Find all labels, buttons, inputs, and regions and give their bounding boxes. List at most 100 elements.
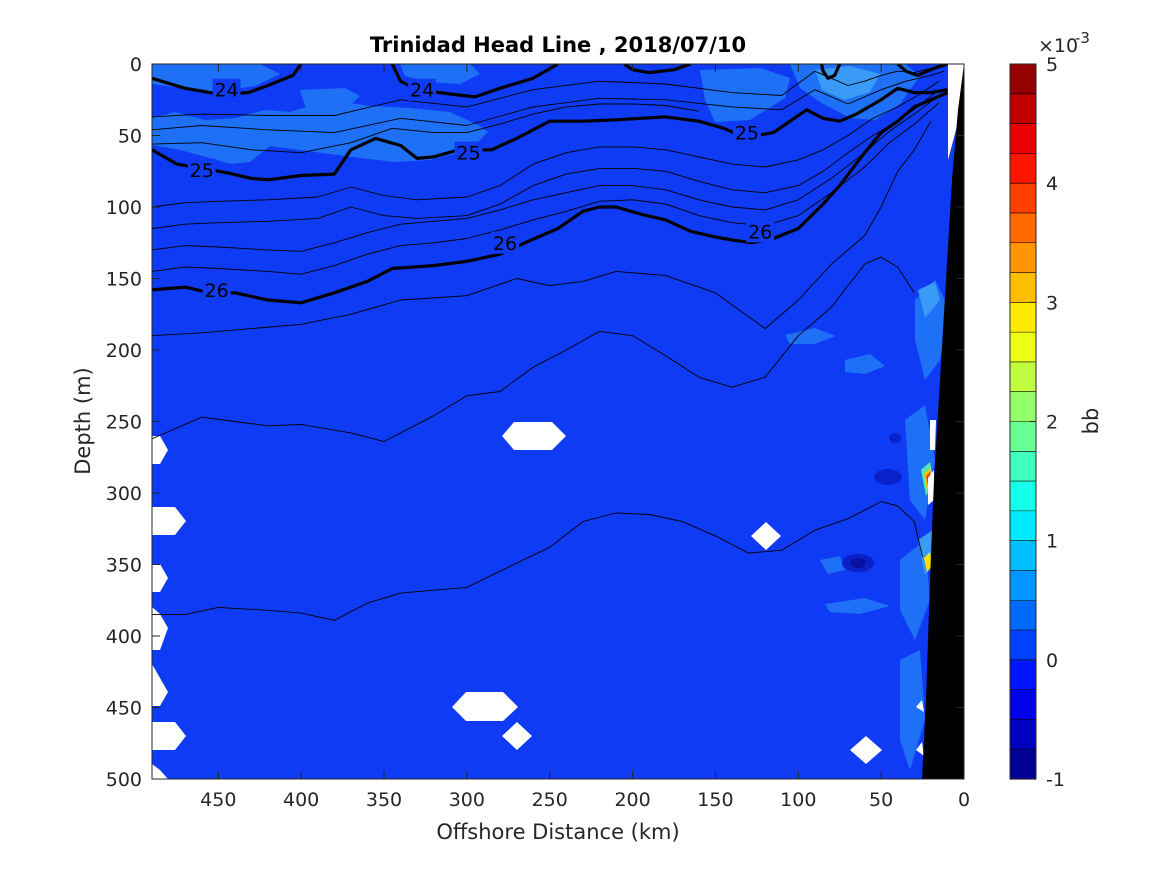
x-tick-label: 50	[869, 789, 893, 811]
colorbar-swatch	[1010, 540, 1036, 572]
gap-edge-7	[152, 764, 168, 779]
contour-label-bg	[746, 220, 775, 243]
colorbar-swatch	[1010, 153, 1036, 184]
surface-patch-core	[815, 66, 880, 100]
contour-label-bg	[408, 78, 437, 101]
colorbar-swatch	[1010, 689, 1036, 721]
isopycnal-contour	[152, 80, 940, 208]
colorbar-swatch	[1010, 332, 1036, 363]
y-axis: 0 50 100 150 200 250 300 350 400 450 500	[106, 54, 964, 791]
x-tick-label: 0	[958, 789, 970, 811]
colorbar-exponent: ×10 -3	[1038, 29, 1090, 57]
colorbar-tick-label: 0	[1046, 650, 1058, 672]
gap-mid-5	[850, 736, 882, 764]
gap-edge-4	[152, 607, 168, 650]
y-tick-label: 250	[106, 412, 142, 434]
y-tick-label: 350	[106, 555, 142, 577]
contour-label: 24	[410, 80, 434, 102]
colorbar-swatch	[1010, 242, 1036, 274]
contour-label: 26	[205, 280, 229, 302]
x-axis-label: Offshore Distance (km)	[436, 820, 679, 844]
surface-patch-east	[700, 68, 790, 122]
offshore-patch-1	[785, 328, 835, 344]
colorbar-swatch	[1010, 421, 1036, 452]
y-tick-label: 100	[106, 197, 142, 219]
isopycnal-contour	[152, 64, 945, 118]
surface-patch-mid	[300, 88, 360, 114]
x-tick-label: 100	[780, 789, 816, 811]
x-axis: 450 400 350 300 250 200 150 100 50 0	[200, 64, 970, 811]
colorbar-tick-label: 2	[1046, 412, 1058, 434]
colorbar-swatch	[1010, 481, 1036, 512]
colorbar-label: bb	[1079, 408, 1103, 435]
isopycnal-24-contour	[819, 64, 842, 80]
colorbar-swatch	[1010, 391, 1036, 423]
colorbar-swatch	[1010, 302, 1036, 333]
dark-pocket-4	[889, 433, 901, 443]
isopycnal-contour	[152, 256, 915, 442]
isopycnal-26-contour	[152, 91, 949, 305]
gap-edge-5	[152, 664, 168, 706]
isopycnal-contour	[152, 102, 940, 275]
x-tick-label: 150	[697, 789, 733, 811]
gap-edge-3	[152, 564, 168, 592]
x-tick-label: 250	[532, 789, 568, 811]
colorbar-swatch	[1010, 570, 1036, 601]
chart-title: Trinidad Head Line , 2018/07/10	[370, 33, 746, 57]
dark-pocket-3	[850, 558, 866, 568]
gap-nearshore	[948, 64, 964, 160]
colorbar-swatch	[1010, 749, 1036, 780]
plot-background	[152, 64, 964, 779]
hotspot-lower	[924, 552, 932, 572]
isopycnal-contour	[152, 89, 940, 229]
isopycnal-contour	[152, 103, 699, 154]
x-tick-label: 450	[200, 789, 236, 811]
surface-patch-shallow	[152, 64, 280, 92]
colorbar-exponent-base: ×10	[1038, 35, 1078, 57]
isopycnal-24-contour	[623, 64, 692, 75]
y-tick-label: 300	[106, 483, 142, 505]
y-tick-label: 50	[118, 126, 142, 148]
gap-edge-6	[152, 722, 186, 750]
colorbar-swatch	[1010, 93, 1036, 125]
isopycnal-25-contour	[152, 86, 948, 182]
contour-label-bg	[454, 141, 483, 164]
colorbar-swatch	[1010, 719, 1036, 750]
isopycnal-contours	[152, 64, 949, 621]
colorbar-swatch	[1010, 183, 1036, 214]
offshore-patch-3	[825, 598, 890, 614]
y-tick-label: 400	[106, 626, 142, 648]
x-tick-label: 400	[283, 789, 319, 811]
gap-edge-2	[152, 507, 186, 535]
plot-area: 24 24 25 25 25 26 26 26	[151, 63, 965, 780]
contour-label: 26	[493, 233, 517, 255]
colorbar-tick-label: 5	[1046, 54, 1058, 76]
contour-label: 24	[214, 80, 238, 102]
colorbar-swatch	[1010, 510, 1036, 542]
contour-label: 25	[190, 160, 214, 182]
contour-label-bg	[202, 278, 231, 301]
gap-slope-3	[930, 420, 936, 450]
contour-label: 25	[735, 123, 759, 145]
isopycnal-contour	[152, 95, 940, 252]
y-tick-label: 200	[106, 340, 142, 362]
x-tick-label: 200	[614, 789, 650, 811]
gap-mid-2	[452, 692, 518, 721]
isopycnal-contour	[152, 501, 924, 621]
contour-label-bg	[490, 231, 519, 254]
y-tick-label: 0	[130, 54, 142, 76]
colorbar-swatch	[1010, 600, 1036, 631]
isopycnal-contour	[152, 120, 932, 337]
isopycnal-24-contour	[896, 64, 948, 78]
y-tick-label: 500	[106, 769, 142, 791]
y-axis-label: Depth (m)	[71, 367, 95, 474]
slope-patch-4	[900, 650, 925, 770]
y-tick-label: 450	[106, 698, 142, 720]
contour-label: 25	[456, 143, 480, 165]
gap-edge-1	[152, 436, 168, 464]
colorbar-swatch	[1010, 361, 1036, 393]
dark-pocket-1	[874, 469, 902, 485]
colorbar-exponent-power: -3	[1075, 29, 1090, 47]
colorbar-swatch	[1010, 64, 1036, 95]
